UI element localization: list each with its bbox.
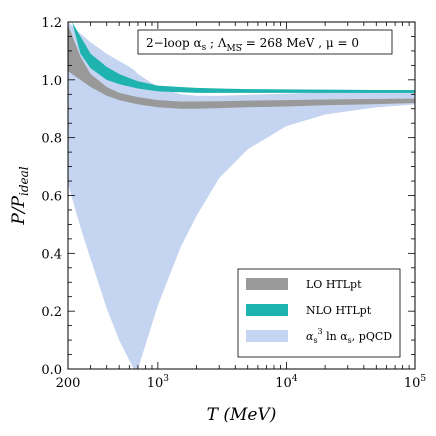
x-axis-title: T (MeV) [207,405,277,425]
annotation-suffix: = 268 MeV , μ = 0 [242,36,359,50]
x-tick-label: 104 [275,374,298,391]
pqcd-rest: ln α [323,330,349,343]
y-tick-label: 0.2 [41,305,62,320]
y-axis-title: P/Pideal [9,166,31,225]
y-tick-label: 0.8 [41,132,62,147]
y-tick-label: 0.6 [41,190,62,205]
y-tick-label: 0.0 [41,363,62,378]
annotation-prefix: 2−loop α [146,36,202,50]
y-tick-label: 1.2 [41,16,62,31]
y-tick-label: 1.0 [41,74,62,89]
legend-swatch-lo [246,278,288,290]
annotation: 2−loop αs ; ΛMS = 268 MeV , μ = 0 [137,29,393,55]
annotation-box [137,29,393,55]
pqcd-sub2: s [348,336,352,345]
x-tick-label: 200 [56,376,81,391]
legend-label-pqcd: αs3 ln αs, pQCD [306,327,392,345]
pqcd-tail: , pQCD [352,330,392,343]
x-tick-label: 105 [404,374,427,391]
pqcd-sup: 3 [318,327,323,336]
band-lo-htlpt [68,24,415,109]
x-tick-label: 103 [147,374,170,391]
annotation-lambda-sub: MS [227,44,242,54]
pqcd-sub: s [313,336,317,345]
annotation-prefix-sub: s [202,43,207,53]
legend-label-lo: LO HTLpt [306,278,362,291]
legend-swatch-pqcd [246,330,288,342]
legend-swatch-nlo [246,304,288,316]
y-tick-label: 0.4 [41,247,62,262]
legend-label-nlo: NLO HTLpt [306,304,372,317]
pqcd-alpha: α [306,330,314,343]
band-pqcd [68,22,415,369]
annotation-mid: ; Λ [206,36,227,50]
svg-text:2−loop αs ; ΛMS = 268 MeV , μ: 2−loop αs ; ΛMS = 268 MeV , μ = 0 [146,36,359,54]
legend: LO HTLpt NLO HTLpt αs3 ln αs, pQCD [237,268,401,358]
